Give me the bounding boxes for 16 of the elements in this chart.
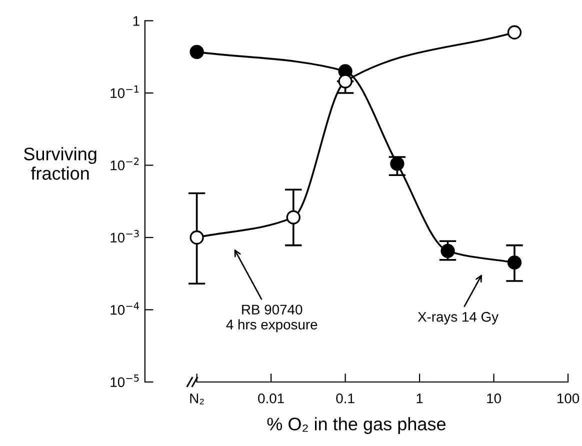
y-tick-label: 10$^{−3}$ (110, 230, 139, 243)
y-axis-title: Surviving fraction (24, 147, 96, 180)
x-tick-label: 100 (558, 393, 580, 404)
x-tick-label: N₂ (190, 394, 204, 404)
annotation: RB 90740 4 hrs exposure (226, 304, 318, 332)
annotation: X-rays 14 Gy (418, 312, 499, 324)
x-tick-label: 0.01 (258, 393, 284, 404)
x-axis-title: % O₂ in the gas phase (267, 417, 446, 434)
x-tick-label: 10 (487, 393, 501, 404)
y-tick-label: 10$^{−2}$ (110, 158, 139, 170)
y-tick-label: 1 (133, 16, 140, 26)
y-tick-label: 10$^{−5}$ (110, 374, 139, 388)
y-tick-label: 10$^{−1}$ (110, 86, 139, 98)
y-tick-label: 10$^{−4}$ (110, 302, 140, 315)
x-tick-label: 0.1 (336, 393, 354, 404)
x-tick-label: 1 (416, 394, 423, 404)
